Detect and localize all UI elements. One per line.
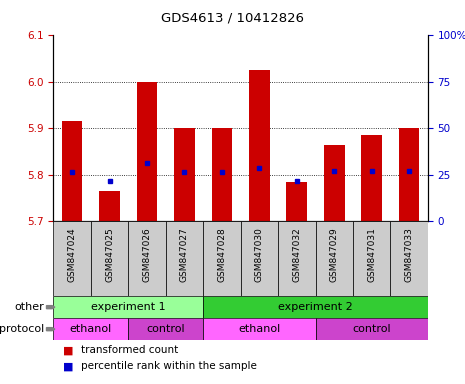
FancyBboxPatch shape: [315, 318, 428, 340]
Text: experiment 1: experiment 1: [91, 302, 166, 312]
Text: GSM847026: GSM847026: [143, 227, 152, 282]
FancyBboxPatch shape: [353, 221, 390, 296]
FancyBboxPatch shape: [166, 221, 203, 296]
FancyBboxPatch shape: [203, 296, 428, 318]
Bar: [361, 135, 382, 221]
FancyBboxPatch shape: [53, 296, 203, 318]
FancyBboxPatch shape: [91, 221, 128, 296]
Text: ethanol: ethanol: [70, 324, 112, 334]
FancyBboxPatch shape: [203, 221, 241, 296]
FancyBboxPatch shape: [53, 221, 91, 296]
Text: GSM847030: GSM847030: [255, 227, 264, 282]
Text: experiment 2: experiment 2: [278, 302, 353, 312]
Text: ■: ■: [63, 361, 73, 371]
Text: GSM847029: GSM847029: [330, 227, 339, 282]
Bar: [62, 121, 82, 221]
FancyBboxPatch shape: [53, 318, 128, 340]
Text: other: other: [14, 302, 44, 312]
Bar: [324, 144, 345, 221]
Text: transformed count: transformed count: [81, 345, 179, 355]
Bar: [399, 128, 419, 221]
Text: GSM847028: GSM847028: [218, 227, 226, 282]
FancyBboxPatch shape: [315, 221, 353, 296]
Text: ethanol: ethanol: [238, 324, 280, 334]
FancyBboxPatch shape: [241, 221, 278, 296]
Text: protocol: protocol: [0, 324, 44, 334]
Text: GSM847027: GSM847027: [180, 227, 189, 282]
Bar: [212, 128, 232, 221]
Bar: [137, 82, 157, 221]
Text: percentile rank within the sample: percentile rank within the sample: [81, 361, 257, 371]
Text: GSM847025: GSM847025: [105, 227, 114, 282]
Text: GDS4613 / 10412826: GDS4613 / 10412826: [161, 12, 304, 25]
Text: GSM847032: GSM847032: [292, 227, 301, 282]
Bar: [174, 128, 195, 221]
Text: control: control: [352, 324, 391, 334]
Bar: [100, 191, 120, 221]
Text: control: control: [146, 324, 185, 334]
Bar: [249, 70, 270, 221]
Bar: [286, 182, 307, 221]
Text: GSM847024: GSM847024: [68, 227, 77, 282]
Text: GSM847031: GSM847031: [367, 227, 376, 282]
FancyBboxPatch shape: [203, 318, 315, 340]
Text: GSM847033: GSM847033: [405, 227, 413, 282]
FancyBboxPatch shape: [278, 221, 315, 296]
FancyBboxPatch shape: [128, 318, 203, 340]
FancyBboxPatch shape: [390, 221, 428, 296]
Text: ■: ■: [63, 345, 73, 355]
FancyBboxPatch shape: [128, 221, 166, 296]
